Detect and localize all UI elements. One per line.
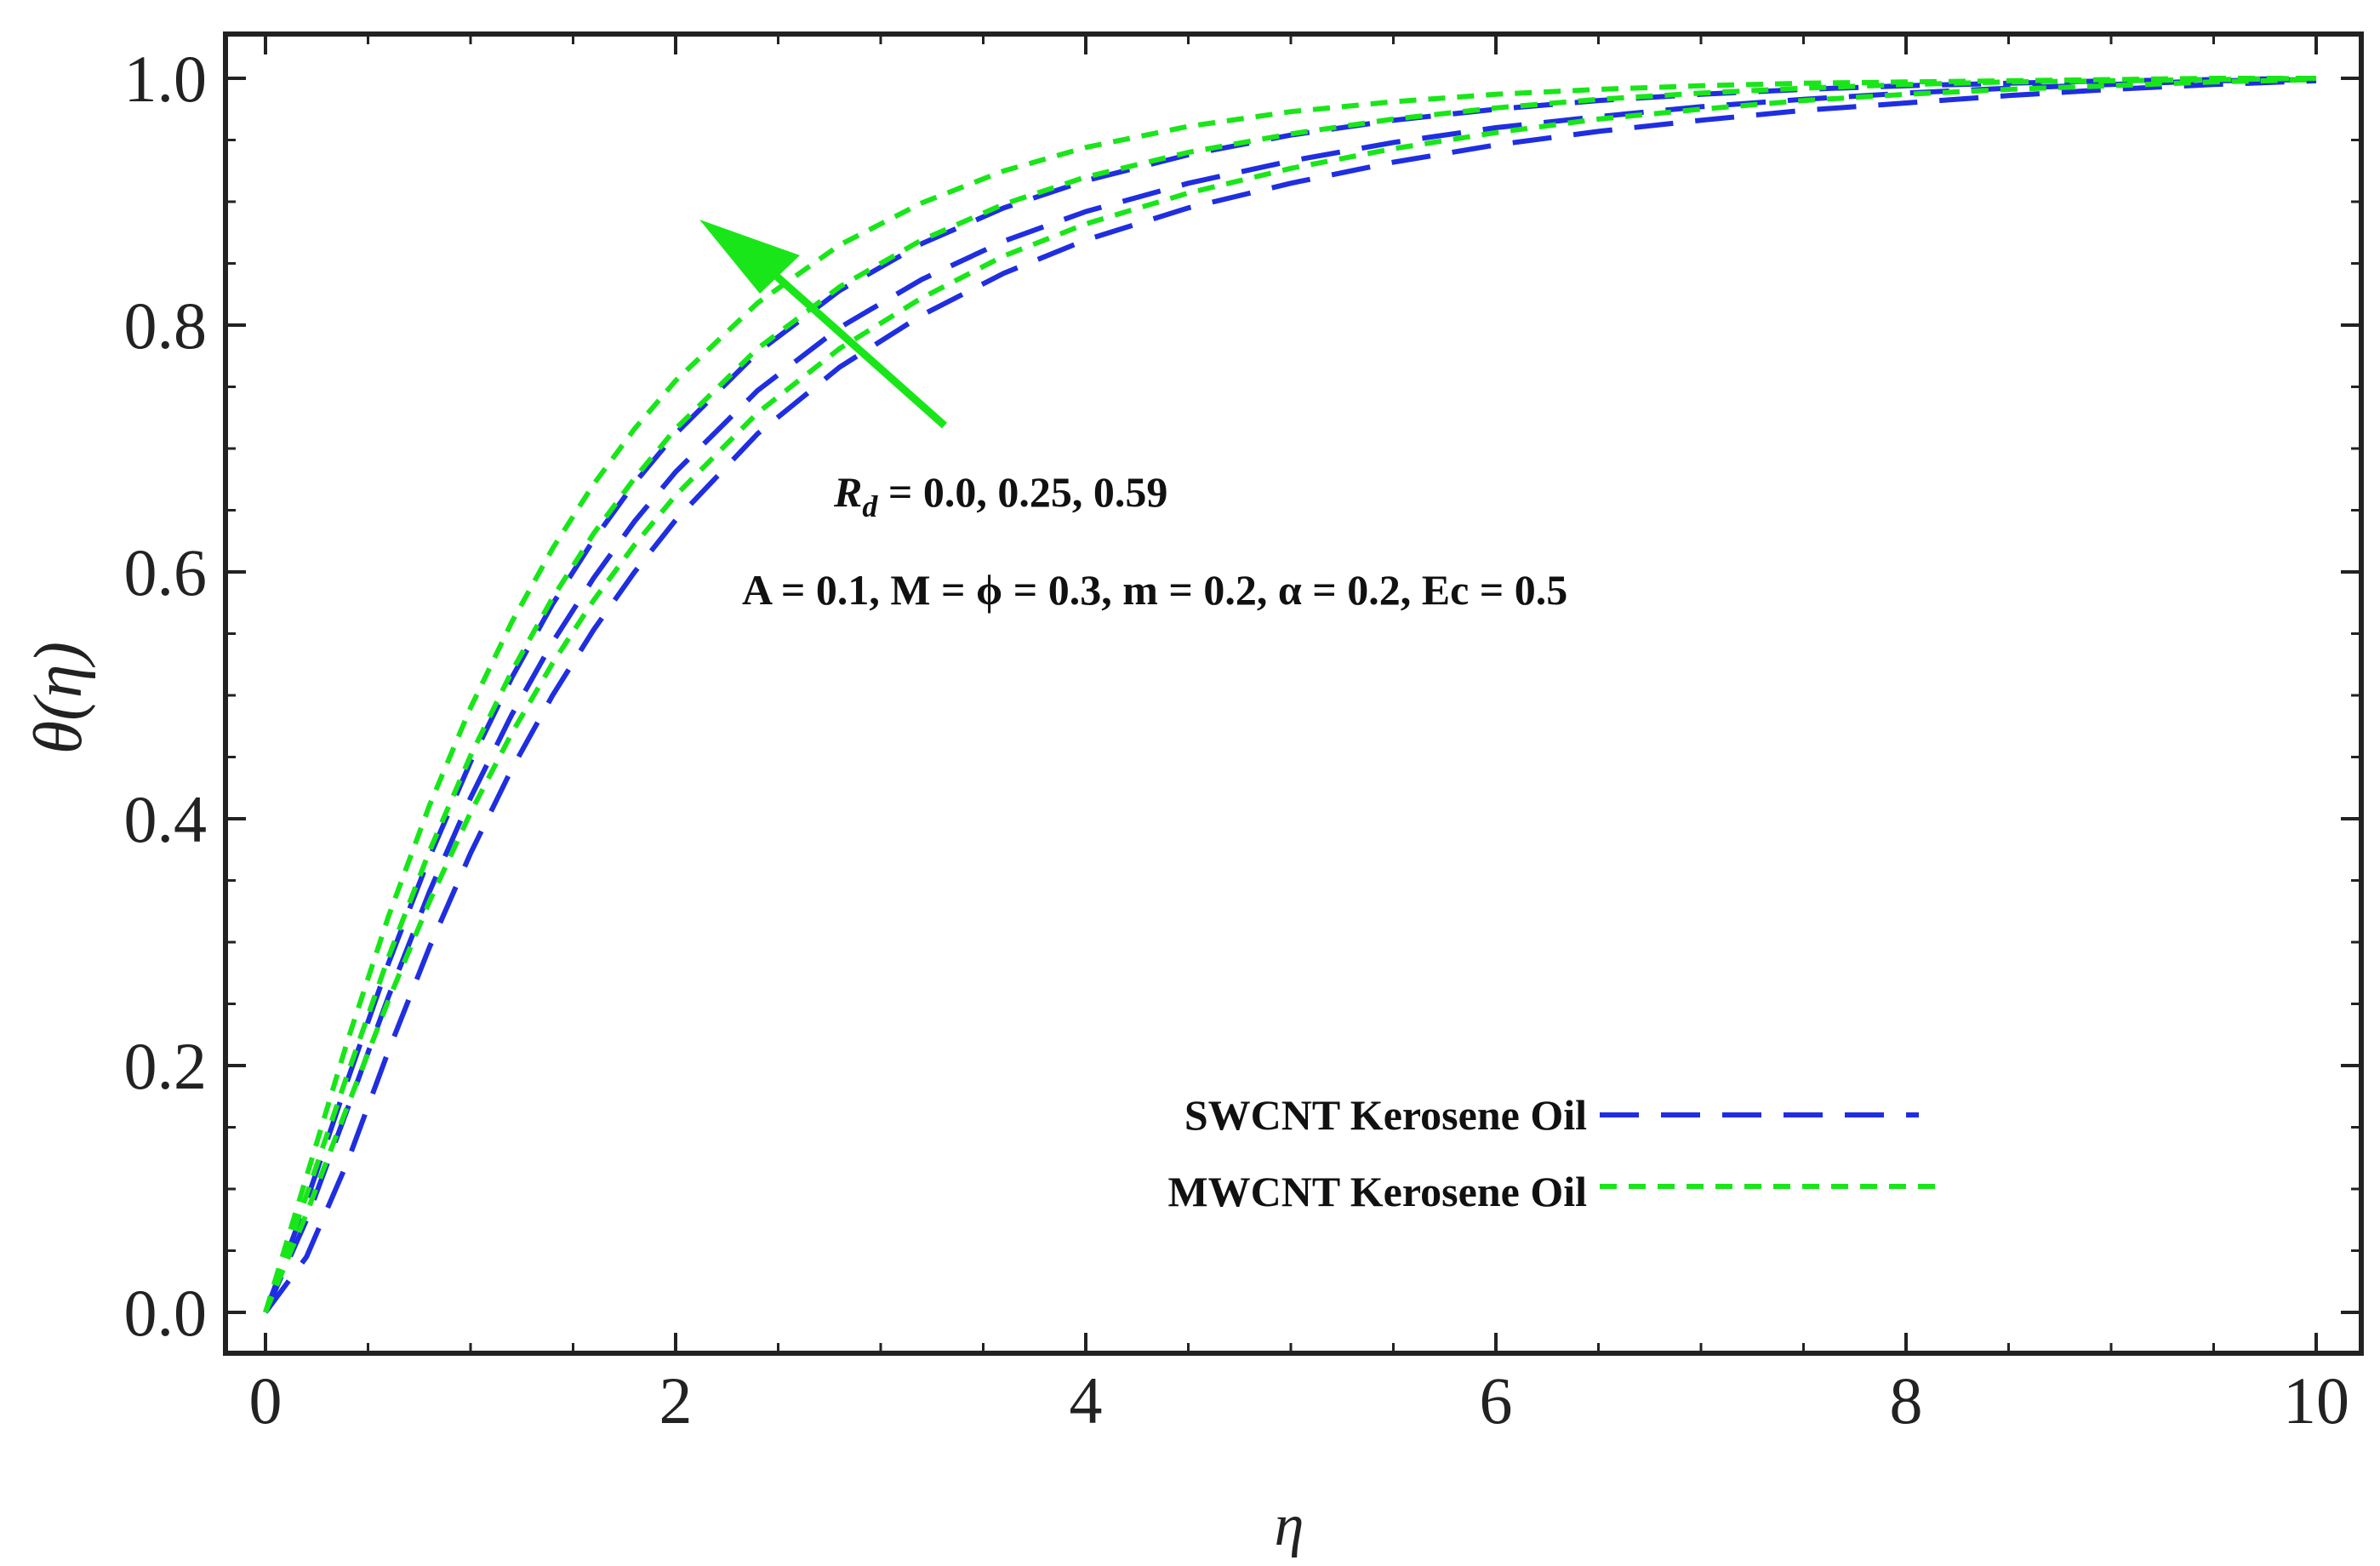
y-tick-label: 0.0 (124, 1276, 208, 1350)
series-swcnt-rd-0.25 (263, 77, 2317, 1314)
series-mwcnt-rd-0.25 (263, 76, 2317, 1313)
x-axis-title: η (1275, 1493, 1304, 1558)
rd-increase-arrow (699, 220, 947, 429)
plot-curves (263, 76, 2317, 1314)
x-tick-label: 6 (1480, 1363, 1513, 1437)
series-mwcnt-rd-0.0 (263, 77, 2317, 1314)
parameters-annotation: A = 0.1, M = ϕ = 0.3, m = 0.2, α = 0.2, … (742, 566, 1567, 614)
x-tick-label: 2 (659, 1363, 693, 1437)
legend: SWCNT Kerosene Oil MWCNT Kerosene Oil (1167, 1091, 1936, 1215)
y-tick-label: 0.6 (124, 535, 208, 609)
rd-annotation: Rd = 0.0, 0.25, 0.59 (833, 468, 1167, 523)
legend-label-swcnt: SWCNT Kerosene Oil (1184, 1091, 1587, 1139)
x-tick-label: 4 (1070, 1363, 1103, 1437)
rd-subscript: d (862, 489, 878, 523)
rd-values: = 0.0, 0.25, 0.59 (877, 468, 1167, 516)
tick-labels: 0 2 4 6 8 10 0.0 0.2 0.4 0.6 0.8 1.0 (124, 42, 2350, 1437)
arrow-shaft (751, 252, 947, 429)
y-tick-label: 0.4 (124, 782, 208, 856)
rd-symbol: R (833, 468, 862, 516)
y-tick-label: 1.0 (124, 42, 208, 116)
x-tick-label: 10 (2283, 1363, 2349, 1437)
plot-frame (223, 31, 2364, 1356)
series-swcnt-rd-0.0 (263, 77, 2317, 1314)
legend-label-mwcnt: MWCNT Kerosene Oil (1167, 1168, 1587, 1215)
y-tick-label: 0.8 (124, 289, 208, 363)
arrow-head (699, 220, 800, 294)
y-axis-title: θ(η) (21, 642, 96, 754)
x-tick-label: 0 (249, 1363, 283, 1437)
series-mwcnt-rd-0.59 (263, 76, 2316, 1313)
x-tick-label: 8 (1890, 1363, 1923, 1437)
y-tick-label: 0.2 (124, 1029, 208, 1103)
